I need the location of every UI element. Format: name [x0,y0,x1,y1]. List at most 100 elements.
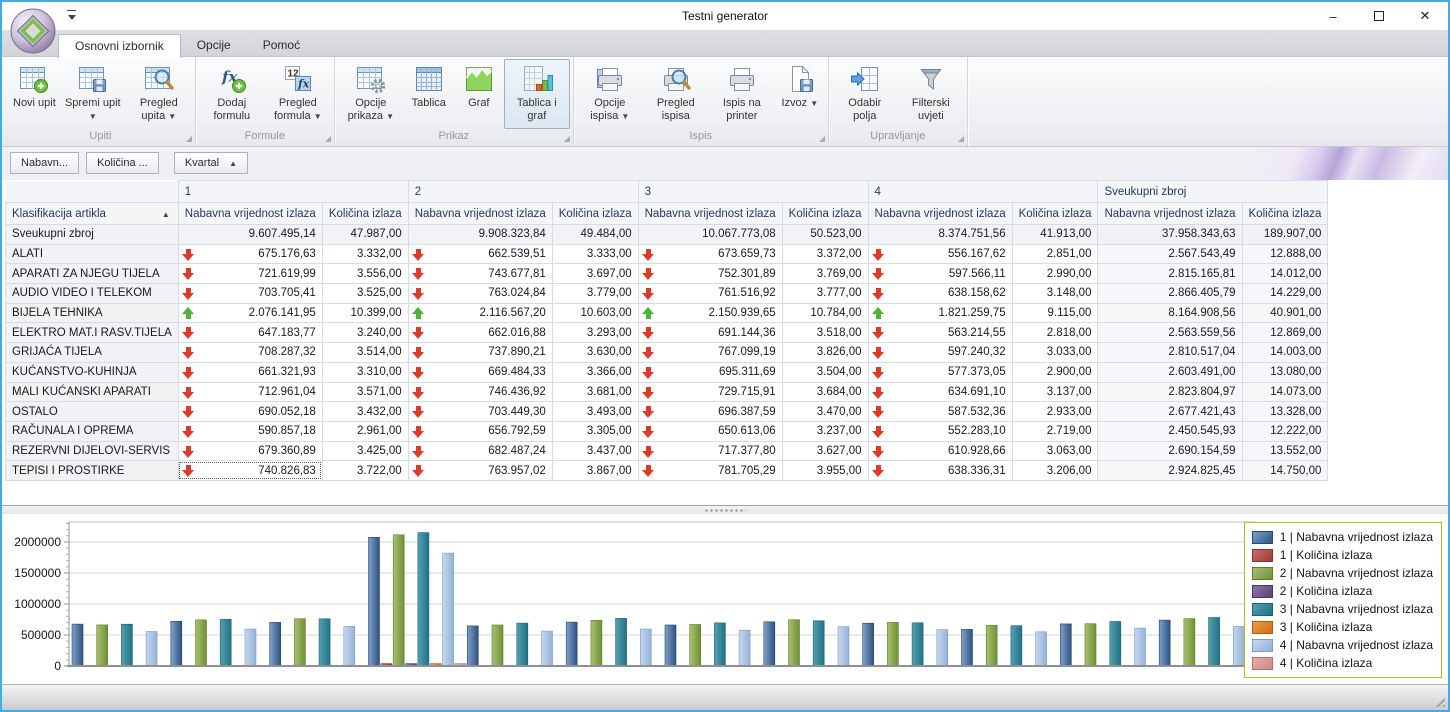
pivot-cell[interactable]: 662.016,88 [408,323,552,343]
pivot-cell[interactable]: 690.052,18 [178,402,322,422]
pivot-cell[interactable]: 3.470,00 [782,402,868,422]
row-label[interactable]: AUDIO VIDEO I TELEKOM [6,284,179,304]
ribbon-button-ispis-na-printer[interactable]: Ispis na printer [709,59,775,129]
pivot-cell[interactable]: 3.033,00 [1012,343,1098,363]
pivot-cell[interactable]: 761.516,92 [638,284,782,304]
pivot-cell[interactable]: 12.222,00 [1242,421,1328,441]
ribbon-button-odabir-polja[interactable]: Odabir polja [832,59,898,129]
pivot-cell[interactable]: 12.869,00 [1242,323,1328,343]
pivot-cell[interactable]: 743.677,81 [408,264,552,284]
pivot-cell[interactable]: 50.523,00 [782,225,868,245]
pivot-cell[interactable]: 3.432,00 [322,402,408,422]
pivot-cell[interactable]: 3.293,00 [552,323,638,343]
pivot-cell[interactable]: 3.722,00 [322,461,408,481]
resize-grip-icon[interactable] [1432,694,1445,707]
ribbon-button-dodaj-formulu[interactable]: fx Dodaj formulu [199,59,265,129]
pivot-cell[interactable]: 2.116.567,20 [408,303,552,323]
pivot-cell[interactable]: 577.373,05 [868,362,1012,382]
pivot-cell[interactable]: 49.484,00 [552,225,638,245]
row-label[interactable]: RAČUNALA I OPREMA [6,421,179,441]
dialog-launcher-icon[interactable] [564,136,570,142]
row-label[interactable]: BIJELA TEHNIKA [6,303,179,323]
pivot-cell[interactable]: 3.627,00 [782,441,868,461]
pivot-cell[interactable]: 3.514,00 [322,343,408,363]
pivot-cell[interactable]: 2.851,00 [1012,244,1098,264]
pivot-cell[interactable]: 610.928,66 [868,441,1012,461]
ribbon-button-opcije-prikaza[interactable]: Opcije prikaza ▼ [338,59,404,129]
row-label[interactable]: Sveukupni zbroj [6,225,179,245]
pivot-cell[interactable]: 696.387,59 [638,402,782,422]
pivot-cell[interactable]: 3.525,00 [322,284,408,304]
pivot-cell[interactable]: 47.987,00 [322,225,408,245]
pivot-cell[interactable]: 3.425,00 [322,441,408,461]
pivot-cell[interactable]: 37.958.343,63 [1098,225,1242,245]
pivot-cell[interactable]: 3.148,00 [1012,284,1098,304]
pivot-cell[interactable]: 682.487,24 [408,441,552,461]
ribbon-button-tablica[interactable]: Tablica [404,59,454,129]
pivot-cell[interactable]: 3.206,00 [1012,461,1098,481]
pivot-cell[interactable]: 590.857,18 [178,421,322,441]
dialog-launcher-icon[interactable] [325,136,331,142]
pivot-cell[interactable]: 763.024,84 [408,284,552,304]
pivot-cell[interactable]: 552.283,10 [868,421,1012,441]
pivot-cell[interactable]: 2.150.939,65 [638,303,782,323]
pivot-cell[interactable]: 3.697,00 [552,264,638,284]
pivot-cell[interactable]: 2.677.421,43 [1098,402,1242,422]
pivot-cell[interactable]: 2.818,00 [1012,323,1098,343]
tab-osnovni-izbornik[interactable]: Osnovni izbornik [58,34,181,58]
row-label[interactable]: MALI KUĆANSKI APARATI [6,382,179,402]
pivot-cell[interactable]: 638.158,62 [868,284,1012,304]
ribbon-button-novi-upit[interactable]: Novi upit [9,59,60,129]
pivot-cell[interactable]: 40.901,00 [1242,303,1328,323]
pivot-cell[interactable]: 3.063,00 [1012,441,1098,461]
pivot-cell[interactable]: 597.566,11 [868,264,1012,284]
row-label[interactable]: ELEKTRO MAT.I RASV.TIJELA [6,323,179,343]
row-label[interactable]: REZERVNI DIJELOVI-SERVIS [6,441,179,461]
close-button[interactable]: ✕ [1402,2,1448,30]
pivot-cell[interactable]: 3.777,00 [782,284,868,304]
pivot-cell[interactable]: 14.003,00 [1242,343,1328,363]
pivot-cell[interactable]: 752.301,89 [638,264,782,284]
ribbon-button-pregled-formula[interactable]: 12fx Pregled formula ▼ [265,59,331,129]
pivot-cell[interactable]: 712.961,04 [178,382,322,402]
pivot-cell[interactable]: 1.821.259,75 [868,303,1012,323]
pivot-cell[interactable]: 2.961,00 [322,421,408,441]
pivot-cell[interactable]: 703.705,41 [178,284,322,304]
pivot-cell[interactable]: 679.360,89 [178,441,322,461]
pivot-cell[interactable]: 729.715,91 [638,382,782,402]
measure-header[interactable]: Nabavna vrijednost izlaza [1098,203,1242,225]
column-group-header[interactable]: 2 [408,181,638,203]
pivot-cell[interactable]: 3.630,00 [552,343,638,363]
pivot-cell[interactable]: 2.933,00 [1012,402,1098,422]
tab-pomoc[interactable]: Pomoć [247,34,316,57]
pivot-cell[interactable]: 767.099,19 [638,343,782,363]
pivot-cell[interactable]: 662.539,51 [408,244,552,264]
pivot-cell[interactable]: 563.214,55 [868,323,1012,343]
tab-opcije[interactable]: Opcije [181,34,247,57]
pivot-cell[interactable]: 650.613,06 [638,421,782,441]
pivot-cell[interactable]: 763.957,02 [408,461,552,481]
pivot-cell[interactable]: 3.779,00 [552,284,638,304]
pivot-cell[interactable]: 661.321,93 [178,362,322,382]
row-label[interactable]: KUĆANSTVO-KUHINJA [6,362,179,382]
pivot-cell[interactable]: 14.073,00 [1242,382,1328,402]
measure-header[interactable]: Količina izlaza [782,203,868,225]
ribbon-button-tablica-i-graf[interactable]: Tablica i graf [504,59,570,129]
pivot-cell[interactable]: 189.907,00 [1242,225,1328,245]
ribbon-button-pregled-upita[interactable]: Pregled upita ▼ [126,59,192,129]
pivot-cell[interactable]: 695.311,69 [638,362,782,382]
column-group-header[interactable]: 1 [178,181,408,203]
measure-header[interactable]: Nabavna vrijednost izlaza [408,203,552,225]
pivot-cell[interactable]: 717.377,80 [638,441,782,461]
app-logo[interactable] [9,7,57,55]
pivot-cell[interactable]: 3.769,00 [782,264,868,284]
pivot-cell[interactable]: 781.705,29 [638,461,782,481]
pivot-cell[interactable]: 13.080,00 [1242,362,1328,382]
pivot-cell[interactable]: 8.374.751,56 [868,225,1012,245]
pivot-cell[interactable]: 721.619,99 [178,264,322,284]
pivot-cell[interactable]: 2.810.517,04 [1098,343,1242,363]
pivot-cell[interactable]: 2.990,00 [1012,264,1098,284]
row-label[interactable]: APARATI ZA NJEGU TIJELA [6,264,179,284]
pivot-cell[interactable]: 3.310,00 [322,362,408,382]
pivot-cell[interactable]: 669.484,33 [408,362,552,382]
